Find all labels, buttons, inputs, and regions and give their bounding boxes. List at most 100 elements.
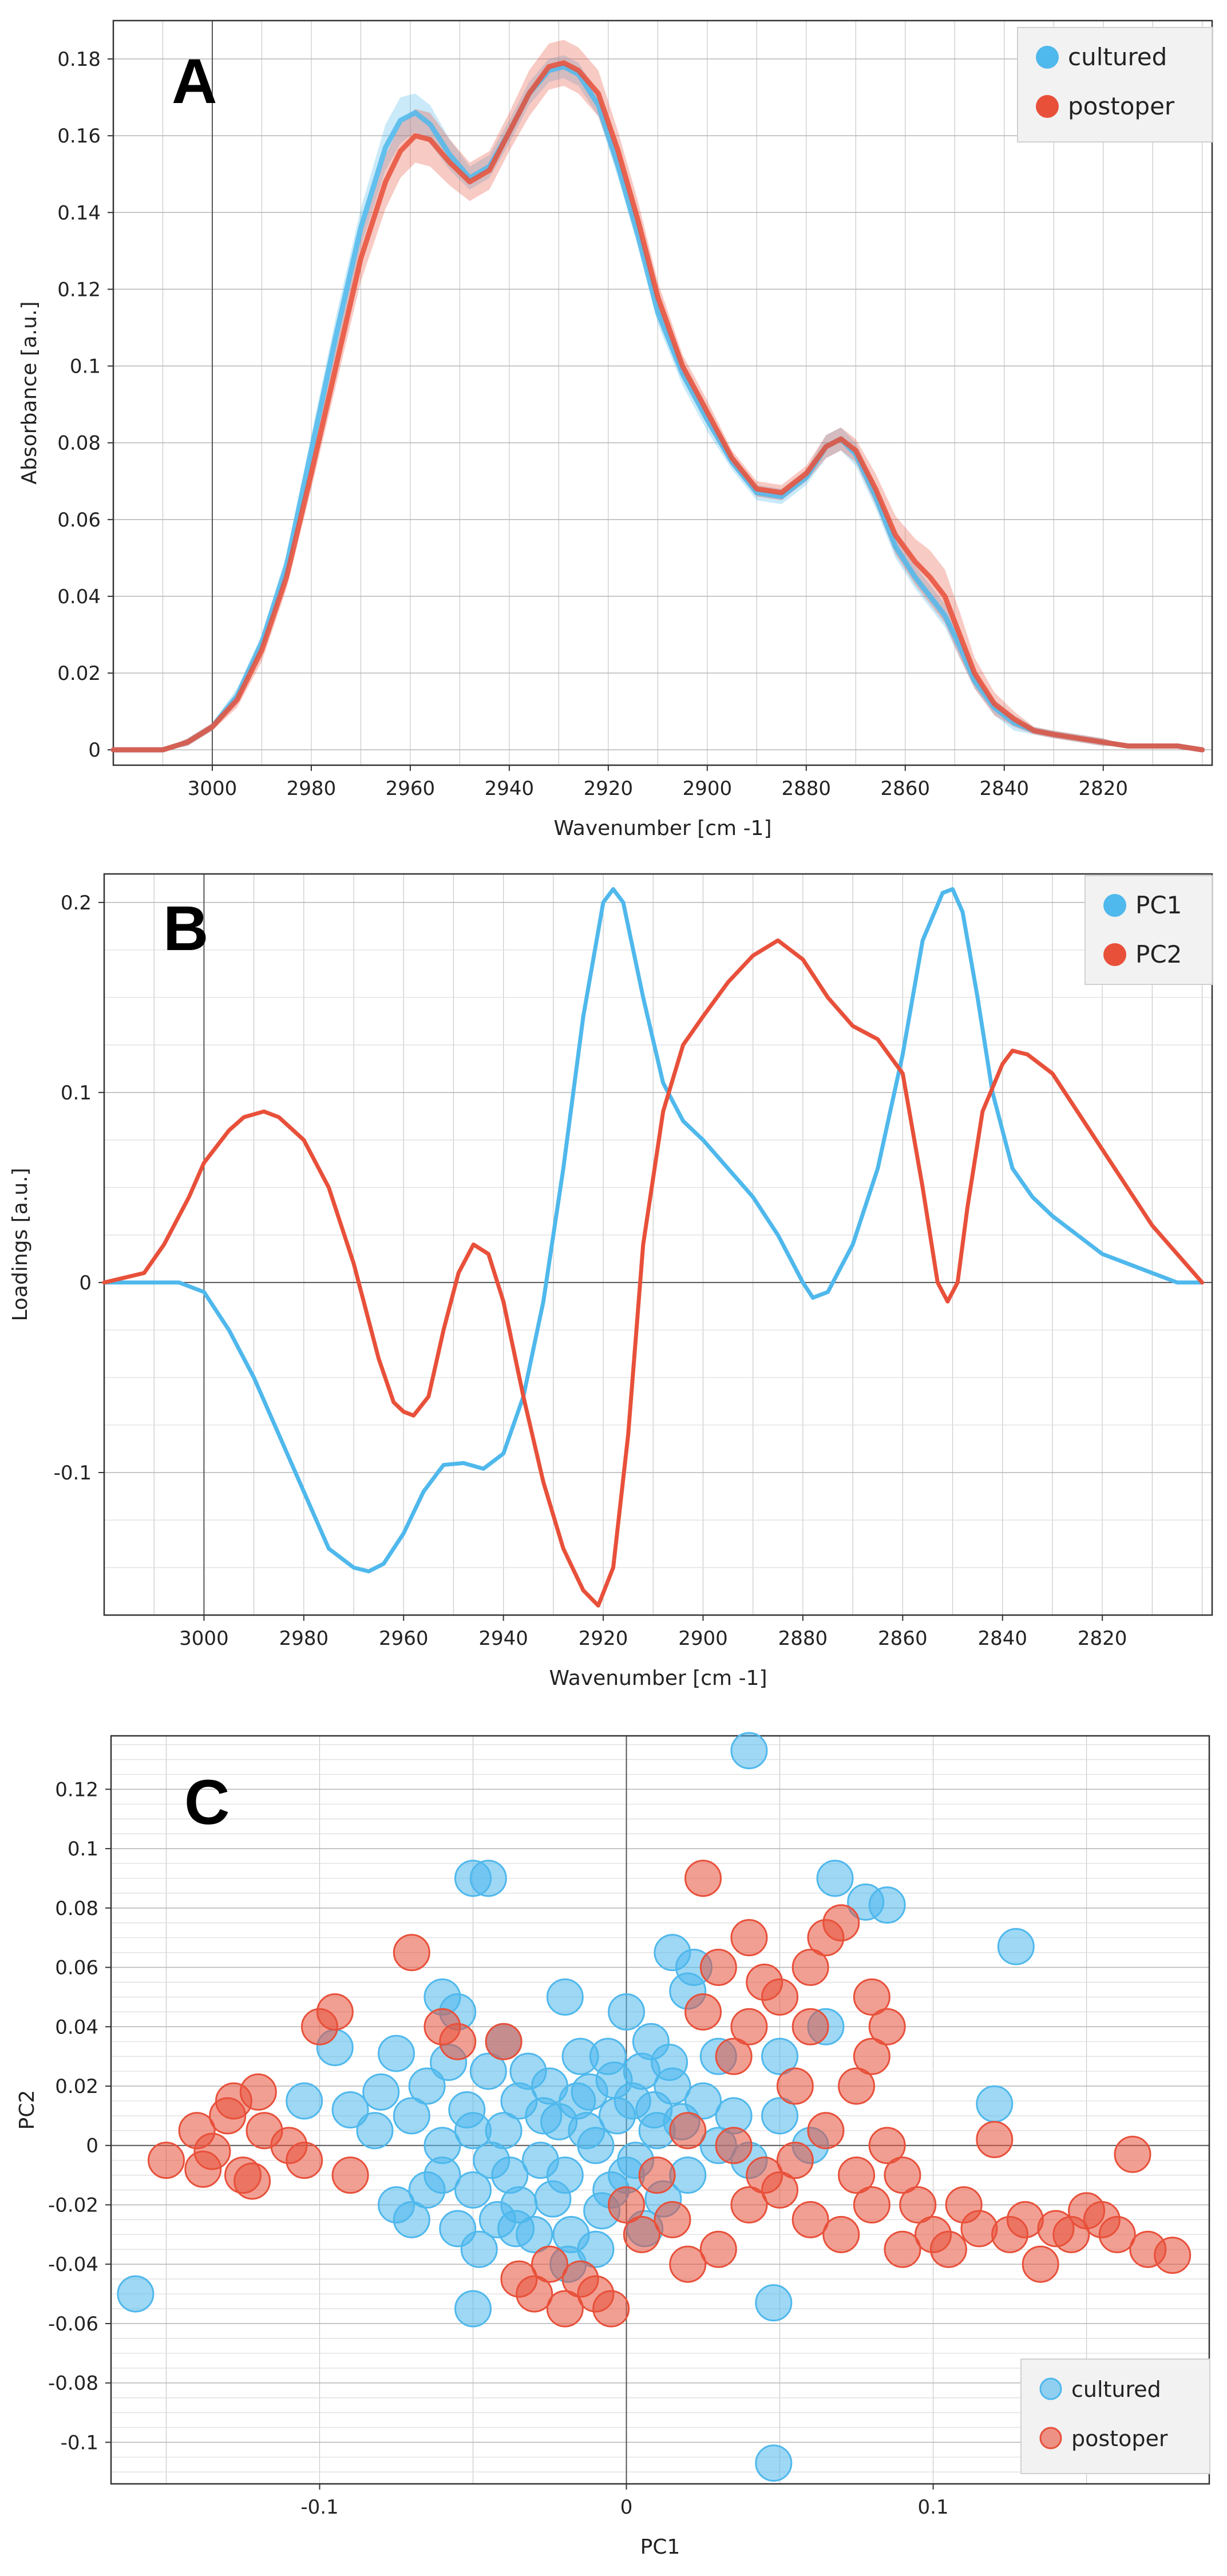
legend-marker-PC1 [1103,894,1126,917]
scatter-point-cultured [635,2091,673,2128]
scatter-point-cultured [534,2180,572,2218]
panel-letter: A [172,46,217,117]
scatter-point-postoper [233,2162,271,2200]
x-tick-label: 2960 [379,1627,429,1650]
scatter-point-postoper [439,2023,477,2060]
legend-label: PC2 [1135,940,1182,968]
y-tick-label: 0.08 [55,1897,98,1920]
scatter-point-cultured [469,1859,507,1897]
scatter-point-postoper [147,2142,185,2179]
scatter-point-postoper [791,1949,829,1987]
scatter-point-cultured [755,2284,793,2322]
x-tick-label: 2860 [878,1627,928,1650]
y-tick-label: -0.1 [54,1462,92,1485]
x-tick-label: 2880 [782,777,832,800]
legend-marker-postoper [1036,95,1059,118]
scatter-point-cultured [730,1732,768,1770]
scatter-point-cultured [331,2091,369,2128]
scatter-point-postoper [546,2290,584,2328]
scatter-point-postoper [884,2156,921,2194]
y-tick-label: 0.02 [57,662,101,685]
x-tick-label: 2920 [584,777,634,800]
scatter-point-postoper [516,2275,553,2313]
scatter-point-cultured [460,2230,498,2268]
scatter-point-postoper [929,2230,967,2268]
scatter-point-cultured [448,2091,486,2128]
y-tick-label: -0.08 [48,2372,98,2395]
scatter-point-cultured [362,2073,400,2111]
x-tick-label: 2840 [977,1627,1027,1650]
scatter-point-postoper [976,2120,1014,2158]
legend-box [1020,2359,1210,2474]
scatter-point-postoper [853,2186,890,2223]
y-tick-label: 0.2 [61,892,92,915]
scatter-point-postoper [699,2230,737,2268]
scatter-point-cultured [521,2142,559,2179]
scatter-point-cultured [469,2052,507,2090]
y-tick-label: 0.04 [55,2016,98,2039]
scatter-point-postoper [730,2186,768,2223]
legend-marker-postoper [1039,2427,1062,2450]
scatter-point-cultured [286,2082,323,2120]
panel-b-line-chart: 3000 2980 2960 2940 2920 2900 2880 2860 2840 2820… [9,873,1213,1690]
x-tick-label: -0.1 [300,2496,338,2519]
scatter-point-cultured [976,2085,1014,2123]
plot-frame [110,1735,1210,2485]
y-tick-label: 0 [86,2135,98,2158]
legend-label: postoper [1068,92,1175,120]
x-tick-label: 2900 [683,777,733,800]
y-axis-label: Loadings [a.u.] [9,1168,32,1321]
scatter-point-cultured [525,2097,563,2135]
scatter-point-cultured [497,2210,535,2247]
scatter-point-cultured [454,2171,492,2209]
scatter-point-postoper [868,2008,906,2045]
y-tick-label: 0.16 [57,125,101,148]
y-tick-label: 0.14 [57,201,101,224]
x-axis-label: PC1 [640,2535,680,2559]
scatter-point-postoper [822,1904,860,1942]
x-tick-label: 2940 [485,777,535,800]
series-band-postoper [113,39,1202,750]
scatter-point-postoper [270,2127,308,2165]
scatter-point-postoper [608,2186,646,2223]
y-tick-label: 0.06 [55,1957,98,1980]
scatter-point-cultured [816,1859,854,1897]
scatter-point-postoper [1098,2215,1136,2253]
scatter-point-postoper [684,1859,722,1897]
scatter-point-cultured [393,2201,430,2238]
scatter-point-postoper [853,1978,890,2016]
scatter-point-postoper [730,1919,768,1957]
legend-marker-cultured [1036,46,1059,69]
scatter-point-cultured [589,2037,627,2075]
panel-c-scatter-chart: -0.1 0 0.1 -0.1 -0.08 -0.06 -0.04 -0.02 0 0.02 0.0… [15,1732,1210,2559]
x-tick-label: 2900 [678,1627,728,1650]
scatter-point-cultured [997,1928,1035,1965]
scatter-point-cultured [393,2097,430,2135]
scatter-point-postoper [215,2082,252,2120]
scatter-point-postoper [1022,2245,1059,2283]
y-tick-label: 0.08 [57,432,101,455]
scatter-point-postoper [592,2290,630,2328]
scatter-point-cultured [408,2171,446,2209]
series-line-postoper [110,60,1205,753]
scatter-point-postoper [393,1934,430,1972]
legend-marker-cultured [1039,2377,1062,2400]
y-tick-label: 0.1 [68,1838,98,1861]
y-tick-label: 0.18 [57,48,101,71]
y-tick-label: 0.12 [57,278,101,301]
scatter-point-postoper [838,2156,876,2194]
x-tick-label: 2820 [1078,1627,1127,1650]
y-tick-label: -0.06 [48,2313,98,2336]
y-tick-label: 0.04 [57,585,101,608]
scatter-point-postoper [746,2156,783,2194]
scatter-point-postoper [899,2186,937,2223]
x-tick-label: 2880 [778,1627,828,1650]
y-tick-label: 0 [88,739,101,762]
scatter-point-postoper [669,2245,707,2283]
scatter-point-cultured [755,2444,793,2482]
scatter-point-postoper [960,2210,998,2247]
scatter-point-postoper [776,2067,814,2105]
scatter-point-postoper [1154,2237,1192,2274]
scatter-point-postoper [715,2037,753,2075]
